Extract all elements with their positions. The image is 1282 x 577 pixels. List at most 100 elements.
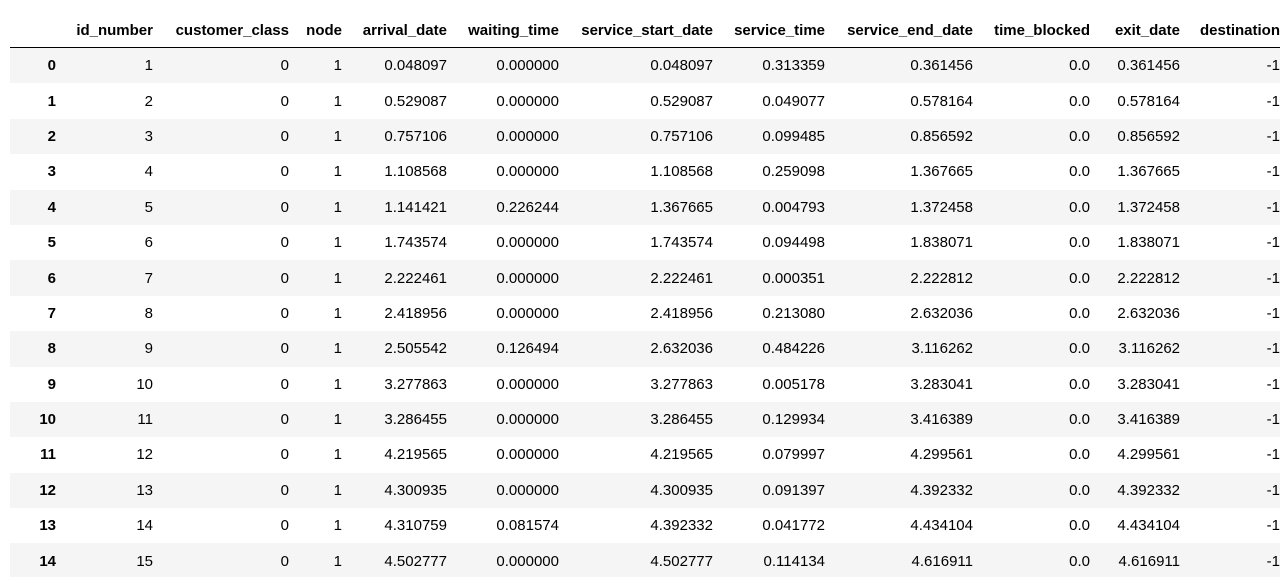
cell-waiting-time: 0.081574 <box>496 517 559 535</box>
cell-arrival-date: 3.286455 <box>384 411 447 429</box>
cell-time-blocked: 0.0 <box>1069 163 1090 181</box>
cell-exit-date: 3.116262 <box>1118 340 1180 358</box>
cell-customer-class: 0 <box>280 375 289 393</box>
cell-service-end-date: 4.434104 <box>910 517 973 535</box>
cell-node: 1 <box>333 340 342 358</box>
cell-customer-class: 0 <box>280 304 289 322</box>
column-header-arrival-date: arrival_date <box>342 13 447 48</box>
cell-arrival-date: 1.141421 <box>384 198 447 216</box>
column-header-node: node <box>289 13 342 48</box>
cell-id-number: 9 <box>144 340 153 358</box>
cell-service-start-date: 0.048097 <box>650 57 713 75</box>
cell-node: 1 <box>333 552 342 570</box>
row-index: 5 <box>47 234 56 252</box>
cell-customer-class: 0 <box>280 127 289 145</box>
cell-destination: -1 <box>1266 375 1280 393</box>
cell-service-end-date: 0.361456 <box>910 57 973 75</box>
cell-service-start-date: 4.219565 <box>650 446 713 464</box>
cell-id-number: 7 <box>144 269 153 287</box>
row-index: 1 <box>47 92 56 110</box>
cell-service-start-date: 2.418956 <box>650 304 713 322</box>
column-header-exit-date: exit_date <box>1090 13 1180 48</box>
cell-id-number: 2 <box>144 92 153 110</box>
cell-service-start-date: 2.222461 <box>650 269 713 287</box>
cell-id-number: 6 <box>144 234 153 252</box>
cell-node: 1 <box>333 481 342 499</box>
cell-exit-date: 4.299561 <box>1117 446 1180 464</box>
cell-service-time: 0.099485 <box>762 127 825 145</box>
cell-service-time: 0.091397 <box>762 481 825 499</box>
cell-destination: -1 <box>1266 269 1280 287</box>
cell-service-end-date: 4.392332 <box>910 481 973 499</box>
cell-service-time: 0.079997 <box>762 446 825 464</box>
cell-node: 1 <box>333 269 342 287</box>
cell-destination: -1 <box>1266 304 1280 322</box>
cell-arrival-date: 4.300935 <box>384 481 447 499</box>
column-header-customer-class: customer_class <box>153 13 289 48</box>
cell-service-end-date: 1.372458 <box>910 198 973 216</box>
cell-node: 1 <box>333 127 342 145</box>
cell-node: 1 <box>333 517 342 535</box>
cell-node: 1 <box>333 411 342 429</box>
cell-service-time: 0.041772 <box>762 517 825 535</box>
cell-time-blocked: 0.0 <box>1069 375 1090 393</box>
cell-service-time: 0.049077 <box>762 92 825 110</box>
cell-destination: -1 <box>1266 92 1280 110</box>
column-header-service-time: service_time <box>713 13 825 48</box>
row-index: 2 <box>47 127 56 145</box>
cell-arrival-date: 0.048097 <box>384 57 447 75</box>
cell-arrival-date: 3.277863 <box>384 375 447 393</box>
cell-service-time: 0.259098 <box>762 163 825 181</box>
cell-service-time: 0.094498 <box>762 234 825 252</box>
cell-service-time: 0.005178 <box>762 375 825 393</box>
cell-id-number: 13 <box>136 481 153 499</box>
cell-customer-class: 0 <box>280 269 289 287</box>
cell-waiting-time: 0.000000 <box>496 234 559 252</box>
cell-exit-date: 1.367665 <box>1117 163 1180 181</box>
cell-exit-date: 2.222812 <box>1117 269 1180 287</box>
cell-node: 1 <box>333 446 342 464</box>
table-row: 2 3 0 1 0.757106 0.000000 0.757106 0.099485 0.85… <box>10 118 1280 155</box>
cell-service-end-date: 1.367665 <box>910 163 973 181</box>
row-index: 11 <box>40 446 56 464</box>
cell-time-blocked: 0.0 <box>1069 411 1090 429</box>
row-index: 4 <box>47 198 56 216</box>
row-index: 12 <box>39 481 56 499</box>
cell-service-start-date: 3.277863 <box>650 375 713 393</box>
cell-service-start-date: 1.367665 <box>650 198 713 216</box>
header-row: id_number customer_class node arrival_da… <box>10 13 1280 48</box>
row-index: 14 <box>39 552 56 570</box>
cell-id-number: 3 <box>144 127 153 145</box>
cell-id-number: 11 <box>137 411 153 429</box>
cell-waiting-time: 0.000000 <box>496 411 559 429</box>
cell-service-end-date: 0.856592 <box>910 127 973 145</box>
table-body: 0 1 0 1 0.048097 0.000000 0.048097 0.313359 0.36… <box>10 47 1280 577</box>
cell-node: 1 <box>333 234 342 252</box>
cell-arrival-date: 1.108568 <box>384 163 447 181</box>
cell-waiting-time: 0.000000 <box>496 375 559 393</box>
column-header-waiting-time: waiting_time <box>447 13 559 48</box>
table-row: 12 13 0 1 4.300935 0.000000 4.300935 0.091397 4.… <box>10 472 1280 509</box>
table-row: 0 1 0 1 0.048097 0.000000 0.048097 0.313359 0.36… <box>10 47 1280 84</box>
cell-service-start-date: 3.286455 <box>650 411 713 429</box>
cell-destination: -1 <box>1266 481 1280 499</box>
dataframe-table: id_number customer_class node arrival_da… <box>10 13 1280 577</box>
cell-waiting-time: 0.000000 <box>496 446 559 464</box>
cell-exit-date: 2.632036 <box>1117 304 1180 322</box>
cell-id-number: 14 <box>136 517 153 535</box>
cell-exit-date: 0.578164 <box>1117 92 1180 110</box>
cell-customer-class: 0 <box>280 517 289 535</box>
cell-id-number: 4 <box>144 163 153 181</box>
cell-customer-class: 0 <box>280 92 289 110</box>
column-header-time-blocked: time_blocked <box>973 13 1090 48</box>
cell-destination: -1 <box>1266 127 1280 145</box>
table-row: 13 14 0 1 4.310759 0.081574 4.392332 0.041772 4.… <box>10 508 1280 544</box>
row-index: 7 <box>47 304 56 322</box>
cell-time-blocked: 0.0 <box>1069 517 1090 535</box>
cell-service-start-date: 1.108568 <box>650 163 713 181</box>
cell-customer-class: 0 <box>280 552 289 570</box>
cell-time-blocked: 0.0 <box>1069 446 1090 464</box>
cell-service-time: 0.484226 <box>762 340 825 358</box>
cell-arrival-date: 0.757106 <box>384 127 447 145</box>
cell-service-time: 0.000351 <box>762 269 825 287</box>
